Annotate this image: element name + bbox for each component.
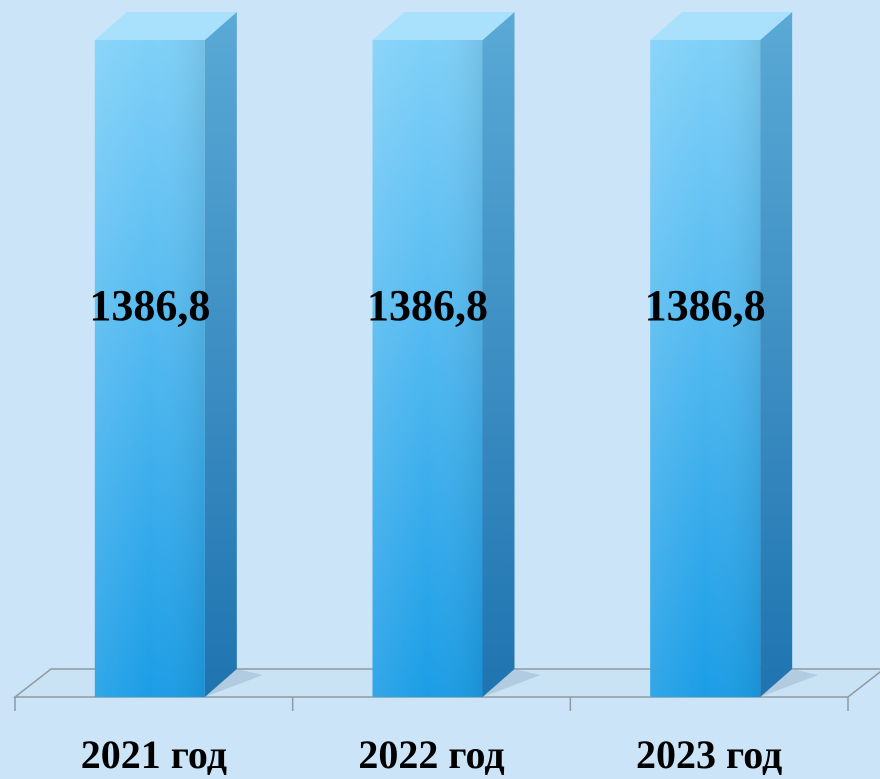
bar-front-shade xyxy=(373,40,483,697)
value-label: 1386,8 xyxy=(367,281,488,330)
value-label: 1386,8 xyxy=(645,281,766,330)
x-axis: 2021 год 2022 год 2023 год xyxy=(15,697,848,777)
bar-side-face xyxy=(483,12,515,697)
category-label: 2021 год xyxy=(81,732,227,777)
category-label: 2022 год xyxy=(358,732,504,777)
bar xyxy=(95,12,263,697)
bar xyxy=(650,12,818,697)
bar-front-shade xyxy=(95,40,205,697)
bars xyxy=(95,12,818,697)
bar xyxy=(373,12,541,697)
value-label: 1386,8 xyxy=(89,281,210,330)
bar-side-face xyxy=(205,12,237,697)
bar-front-shade xyxy=(650,40,760,697)
value-labels: 1386,8 1386,8 1386,8 xyxy=(89,281,765,330)
bar-side-face xyxy=(760,12,792,697)
category-label: 2023 год xyxy=(636,732,782,777)
